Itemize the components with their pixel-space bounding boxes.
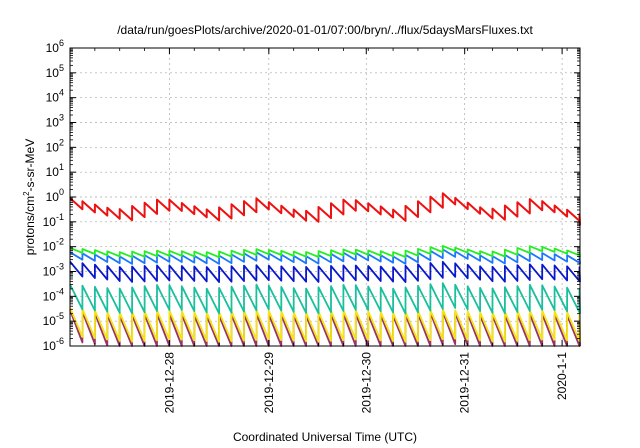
axis-ticks [70, 47, 580, 347]
series-line [69, 260, 581, 283]
y-tick-label: 106 [46, 38, 64, 55]
y-tick-label: 101 [46, 162, 64, 179]
chart-title: /data/run/goesPlots/archive/2020-01-01/0… [117, 23, 533, 37]
y-tick-label-base: 10 [43, 215, 57, 229]
y-tick-label-base: 10 [43, 265, 57, 279]
y-tick-label-base: 10 [46, 165, 60, 179]
y-tick-label-exponent: -6 [56, 336, 64, 346]
y-tick-label: 105 [46, 63, 64, 80]
y-tick-label-exponent: 6 [59, 38, 64, 48]
y-tick-label-base: 10 [46, 41, 60, 55]
y-tick-label-base: 10 [46, 190, 60, 204]
y-tick-label-exponent: 2 [59, 137, 64, 147]
y-tick-label: 10-2 [43, 237, 64, 254]
y-tick-label: 103 [46, 113, 64, 130]
y-tick-label-exponent: -4 [56, 286, 64, 296]
y-tick-label-exponent: 0 [59, 187, 64, 197]
x-tick-label: 2019-12-31 [458, 352, 472, 414]
x-tick-label: 2019-12-30 [359, 352, 373, 414]
y-axis-label-rest: -s-sr-MeV [23, 139, 37, 192]
y-tick-label-exponent: -2 [56, 237, 64, 247]
series-layer [69, 192, 581, 347]
series-line [69, 282, 581, 315]
y-tick-label-base: 10 [43, 289, 57, 303]
y-tick-label-exponent: -1 [56, 212, 64, 222]
y-axis-label-sup: 2 [22, 191, 31, 196]
y-tick-label-base: 10 [46, 116, 60, 130]
y-tick-label-exponent: -3 [56, 262, 64, 272]
y-axis-tick-labels: 10-610-510-410-310-210-11001011021031041… [43, 38, 64, 353]
y-tick-label-base: 10 [46, 66, 60, 80]
y-tick-label-base: 10 [46, 140, 60, 154]
y-tick-label: 10-6 [43, 336, 64, 353]
x-axis-label: Coordinated Universal Time (UTC) [233, 430, 417, 444]
y-tick-label: 10-1 [43, 212, 64, 229]
x-tick-label: 2019-12-29 [262, 352, 276, 414]
y-tick-label-exponent: -5 [56, 311, 64, 321]
y-tick-label-exponent: 5 [59, 63, 64, 73]
x-tick-label: 2020-1-1 [555, 352, 569, 400]
y-axis-label-base: protons/cm [23, 196, 37, 255]
y-tick-label-exponent: 4 [59, 88, 64, 98]
y-tick-label: 10-3 [43, 262, 64, 279]
grid-lines [70, 48, 580, 346]
y-tick-label: 100 [46, 187, 64, 204]
series-line [69, 307, 581, 343]
y-tick-label-base: 10 [46, 91, 60, 105]
y-tick-label: 10-5 [43, 311, 64, 328]
series-line [69, 245, 581, 259]
y-tick-label-base: 10 [43, 339, 57, 353]
y-axis-label: protons/cm2-s-sr-MeV [22, 139, 37, 255]
y-tick-label: 104 [46, 88, 64, 105]
y-tick-label-exponent: 1 [59, 162, 64, 172]
x-tick-label: 2019-12-28 [162, 352, 176, 414]
y-tick-label-base: 10 [43, 240, 57, 254]
y-tick-label: 10-4 [43, 286, 64, 303]
y-tick-label: 102 [46, 137, 64, 154]
y-tick-label-base: 10 [43, 314, 57, 328]
x-axis-tick-labels: 2019-12-28 2019-12-29 2019-12-30 2019-12-31… [162, 352, 569, 414]
y-tick-label-exponent: 3 [59, 113, 64, 123]
series-line [69, 192, 581, 226]
